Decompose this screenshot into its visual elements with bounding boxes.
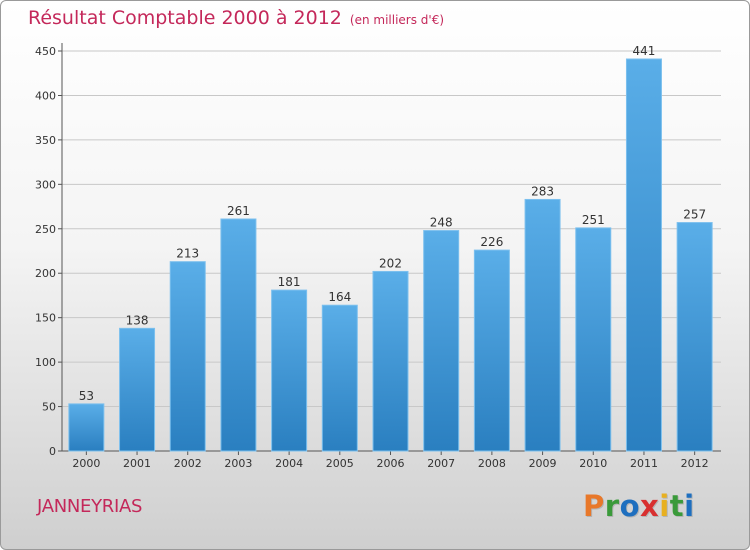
data-label-2002: 213 [176,247,199,261]
proxiti-logo: Proxiti [583,489,695,523]
bar-2002 [169,261,206,452]
data-label-2005: 164 [328,290,351,304]
bar-2003 [220,218,257,452]
x-tick-label-2002: 2002 [174,457,202,470]
y-tick-label: 350 [35,134,56,147]
x-tick-label-2012: 2012 [681,457,709,470]
bar-2012 [676,222,713,452]
y-tick-label: 400 [35,89,56,102]
bar-2009 [524,198,561,452]
x-tick-label-2004: 2004 [275,457,303,470]
town-name: JANNEYRIAS [37,496,143,517]
logo-letter: o [619,489,641,523]
y-tick-label: 100 [35,356,56,369]
data-label-2011: 441 [633,44,656,58]
x-tick-label-2011: 2011 [630,457,658,470]
logo-letter: x [640,489,660,523]
data-label-2003: 261 [227,204,250,218]
data-label-2007: 248 [430,216,453,230]
data-label-2001: 138 [126,313,149,327]
data-label-2004: 181 [278,275,301,289]
bars [68,58,713,452]
data-label-2010: 251 [582,213,605,227]
y-tick-label: 50 [42,401,56,414]
bar-2008 [473,249,510,452]
y-tick-label: 450 [35,45,56,58]
y-tick-label: 0 [49,445,56,458]
bar-2010 [575,227,612,452]
bar-2006 [372,270,409,452]
logo-letter: P [583,489,605,523]
data-label-2009: 283 [531,184,554,198]
x-tick-label-2000: 2000 [72,457,100,470]
bar-2005 [321,304,358,452]
x-tick-label-2007: 2007 [427,457,455,470]
x-tick-label-2005: 2005 [326,457,354,470]
chart-title: Résultat Comptable 2000 à 2012 (en millie… [28,7,444,29]
x-tick-label-2003: 2003 [224,457,252,470]
bar-2001 [119,327,156,452]
labels: 2000 53 2001 138 2002 213 2003 261 2004 181 2005 16… [72,44,708,470]
y-tick-label: 150 [35,312,56,325]
logo-letter: i [684,489,695,523]
data-label-2000: 53 [79,389,94,403]
x-tick-label-2009: 2009 [529,457,557,470]
x-tick-label-2010: 2010 [579,457,607,470]
x-tick-label-2001: 2001 [123,457,151,470]
data-label-2012: 257 [683,208,706,222]
y-tick-label: 200 [35,267,56,280]
x-tick-label-2006: 2006 [377,457,405,470]
data-label-2008: 226 [480,235,503,249]
logo-letter: r [604,489,620,523]
chart-title-text: Résultat Comptable 2000 à 2012 [28,7,342,29]
y-tick-label: 300 [35,178,56,191]
chart-subtitle: (en milliers d'€) [349,13,445,27]
logo-letter: i [659,489,670,523]
x-tick-label-2008: 2008 [478,457,506,470]
logo-letter: t [669,489,685,523]
bar-2004 [271,289,308,452]
bar-2011 [625,58,662,452]
bar-2007 [423,230,460,452]
data-label-2006: 202 [379,256,402,270]
y-tick-label: 250 [35,223,56,236]
bar-2000 [68,403,105,452]
